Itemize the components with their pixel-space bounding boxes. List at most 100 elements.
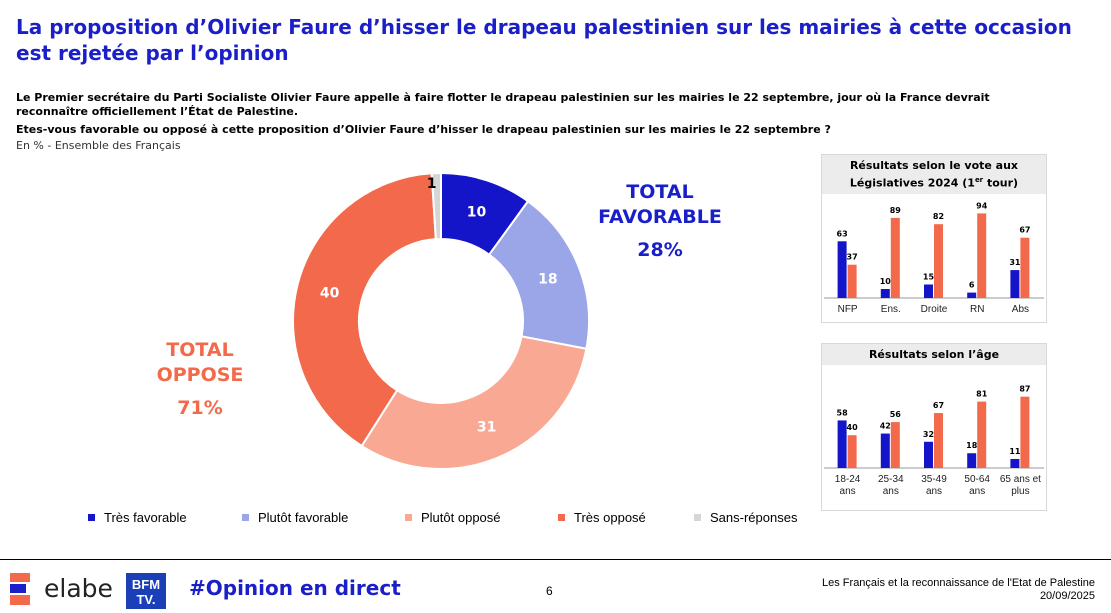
total-favorable-label1: TOTAL <box>626 181 694 203</box>
bfmtv-logo-icon: BFM TV. <box>126 573 166 609</box>
category-label: 18-24 <box>835 474 861 485</box>
category-label: ans <box>840 486 856 497</box>
legend-label: Plutôt opposé <box>421 510 501 525</box>
bar-value-label: 89 <box>890 206 902 215</box>
bar-value-label: 37 <box>847 252 858 261</box>
bar-favorable <box>967 292 977 298</box>
study-title: Les Français et la reconnaissance de l'E… <box>822 577 1095 589</box>
intro-text: Le Premier secrétaire du Parti Socialist… <box>16 91 990 118</box>
bar-oppose <box>847 264 857 298</box>
footer-info: Les Français et la reconnaissance de l'E… <box>822 577 1095 603</box>
bar-favorable <box>924 441 933 468</box>
bar-value-label: 58 <box>837 408 849 417</box>
category-label: plus <box>1011 486 1029 497</box>
brand-name: elabe <box>44 574 113 603</box>
panel-age: Résultats selon l’âge 58 40 18-24 ans 42 56 25… <box>821 343 1047 511</box>
bar-favorable <box>880 288 890 298</box>
total-favorable: TOTAL FAVORABLE 28% <box>585 180 735 263</box>
legend-swatch <box>242 514 249 521</box>
total-oppose-value: 71% <box>177 397 223 419</box>
category-label: 50-64 <box>964 474 990 485</box>
bar-oppose <box>890 217 900 298</box>
slice-plutot-oppose <box>360 335 588 470</box>
total-oppose-label2: OPPOSE <box>156 364 244 386</box>
page-number: 6 <box>546 584 553 598</box>
bar-value-label: 42 <box>880 422 891 431</box>
bar-oppose <box>977 213 987 298</box>
category-label: 25-34 <box>878 474 904 485</box>
intro-block: Le Premier secrétaire du Parti Socialist… <box>16 91 1016 153</box>
bfm-logo-line1: BFM <box>132 577 160 592</box>
slice-tres-oppose <box>292 172 437 448</box>
hashtag: #Opinion en direct <box>189 576 401 600</box>
legend-swatch <box>405 514 412 521</box>
total-favorable-value: 28% <box>637 239 683 261</box>
bar-value-label: 15 <box>923 272 935 281</box>
category-label: ans <box>883 486 899 497</box>
legend-swatch <box>88 514 95 521</box>
category-label: ans <box>969 486 985 497</box>
bar-value-label: 31 <box>1009 258 1021 267</box>
bar-value-label: 82 <box>933 212 944 221</box>
bar-oppose <box>1020 396 1030 468</box>
bar-oppose <box>934 223 943 298</box>
bar-favorable <box>967 453 977 468</box>
bar-value-label: 40 <box>847 423 859 432</box>
bar-value-label: 63 <box>837 229 848 238</box>
bar-value-label: 56 <box>890 410 902 419</box>
panel-vote-title-end: tour) <box>983 176 1019 190</box>
legend-label: Sans-réponses <box>710 510 798 525</box>
legend-label: Très favorable <box>104 510 187 525</box>
panel-vote: Résultats selon le vote aux Législatives… <box>821 154 1047 323</box>
bar-value-label: 87 <box>1019 385 1030 394</box>
question-text: Etes-vous favorable ou opposé à cette pr… <box>16 123 831 136</box>
bar-value-label: 6 <box>969 280 975 289</box>
total-oppose: TOTAL OPPOSE 71% <box>130 338 270 421</box>
total-favorable-label2: FAVORABLE <box>598 206 722 228</box>
legend-item-plutot-oppose: Plutôt opposé <box>405 510 501 525</box>
panel-age-title: Résultats selon l’âge <box>822 344 1046 365</box>
category-label: Abs <box>1012 304 1029 315</box>
bar-oppose <box>1020 237 1030 298</box>
panel-vote-title: Résultats selon le vote aux Législatives… <box>822 155 1046 194</box>
bar-value-label: 81 <box>976 390 988 399</box>
bar-oppose <box>977 401 987 468</box>
elabe-logo-icon <box>10 573 30 605</box>
legend-item-tres-oppose: Très opposé <box>558 510 646 525</box>
bar-oppose <box>890 422 900 468</box>
bar-value-label: 67 <box>1019 225 1030 234</box>
slice-value-label: 1 <box>427 176 437 192</box>
study-date: 20/09/2025 <box>1039 590 1095 602</box>
legend-item-sans-reponses: Sans-réponses <box>694 510 797 525</box>
total-oppose-label1: TOTAL <box>166 339 234 361</box>
bar-value-label: 94 <box>976 201 988 210</box>
bar-value-label: 18 <box>966 441 978 450</box>
legend-swatch <box>694 514 701 521</box>
category-label: ans <box>926 486 942 497</box>
bar-favorable <box>1010 458 1020 468</box>
legend-label: Plutôt favorable <box>258 510 349 525</box>
legend-item-tres-favorable: Très favorable <box>88 510 187 525</box>
bar-chart-vote: 63 37 NFP 10 89 Ens. 15 82 Droite 6 94 RN 31 67 Abs <box>824 201 1044 315</box>
panel-vote-title-main: Résultats selon le vote aux Législatives… <box>849 159 1019 190</box>
bfm-logo-line2: TV. <box>136 592 155 607</box>
bar-favorable <box>1010 269 1020 298</box>
bar-value-label: 10 <box>880 277 892 286</box>
bar-favorable <box>880 433 890 468</box>
legend-label: Très opposé <box>574 510 646 525</box>
legend-item-plutot-favorable: Plutôt favorable <box>242 510 348 525</box>
page-title: La proposition d’Olivier Faure d’hisser … <box>16 15 1072 65</box>
slice-value-label: 10 <box>467 205 487 221</box>
bar-value-label: 11 <box>1009 447 1021 456</box>
bar-favorable <box>837 420 847 468</box>
category-label: Droite <box>921 304 948 315</box>
slice-value-label: 40 <box>320 285 340 301</box>
category-label: Ens. <box>881 304 901 315</box>
footer-divider <box>0 559 1111 560</box>
category-label: RN <box>970 304 984 315</box>
slice-value-label: 18 <box>538 272 557 288</box>
bar-oppose <box>934 413 943 468</box>
bar-favorable <box>924 284 933 298</box>
bar-oppose <box>847 435 857 468</box>
